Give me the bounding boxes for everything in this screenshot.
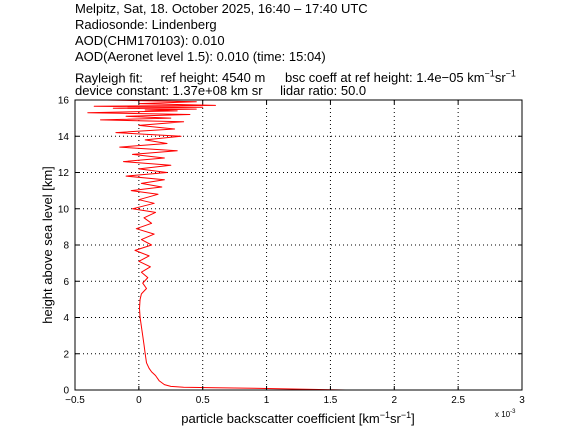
ref-height: ref height: 4540 m (160, 70, 266, 86)
plot-area (75, 100, 522, 390)
x-tick-label: −0.5 (65, 395, 85, 406)
header-device-line: device constant: 1.37e+08 km sr lidar ra… (75, 83, 366, 99)
x-tick-label: 2 (392, 395, 398, 406)
y-axis-ticks: 0 2 4 6 8 10 12 14 16 (58, 96, 522, 397)
y-tick-label: 8 (63, 241, 69, 252)
backscatter-profile-line (87, 99, 346, 391)
bsc-coeff: bsc coeff at ref height: 1.4e−05 km−1sr−… (284, 69, 516, 86)
x-scale-multiplier: x 10-3 (495, 409, 516, 419)
header-title: Melpitz, Sat, 18. October 2025, 16:40 – … (75, 1, 368, 16)
y-tick-label: 0 (63, 386, 69, 397)
header-aod-chm: AOD(CHM170103): 0.010 (75, 33, 225, 48)
x-tick-label: 2.5 (451, 395, 465, 406)
rayleigh-label: Rayleigh fit: (75, 70, 143, 86)
lidar-ratio: lidar ratio: 50.0 (280, 83, 367, 98)
x-tick-label: 3 (519, 395, 525, 406)
y-axis-label: height above sea level [km] (40, 166, 55, 324)
device-constant: device constant: 1.37e+08 km sr (75, 83, 263, 98)
y-tick-label: 14 (58, 132, 70, 143)
y-tick-label: 10 (58, 204, 70, 215)
data-series-layer (87, 99, 346, 391)
header-radiosonde: Radiosonde: Lindenberg (75, 17, 217, 32)
header-rayleigh-line: Rayleigh fit: ref height: 4540 m bsc coe… (75, 66, 516, 86)
x-tick-label: 0.5 (196, 395, 210, 406)
y-tick-label: 12 (58, 168, 70, 179)
y-tick-label: 4 (63, 313, 69, 324)
y-tick-label: 6 (63, 277, 69, 288)
x-tick-label: 1 (264, 395, 270, 406)
x-tick-label: 1.5 (323, 395, 337, 406)
x-axis-ticks: −0.5 0 0.5 1 1.5 2 2.5 3 (65, 100, 525, 406)
x-axis-label: particle backscatter coefficient [km−1sr… (181, 410, 414, 426)
x-tick-label: 0 (136, 395, 142, 406)
y-tick-label: 16 (58, 96, 70, 107)
y-tick-label: 2 (63, 349, 69, 360)
header-aod-aeronet: AOD(Aeronet level 1.5): 0.010 (time: 15:… (75, 49, 326, 64)
